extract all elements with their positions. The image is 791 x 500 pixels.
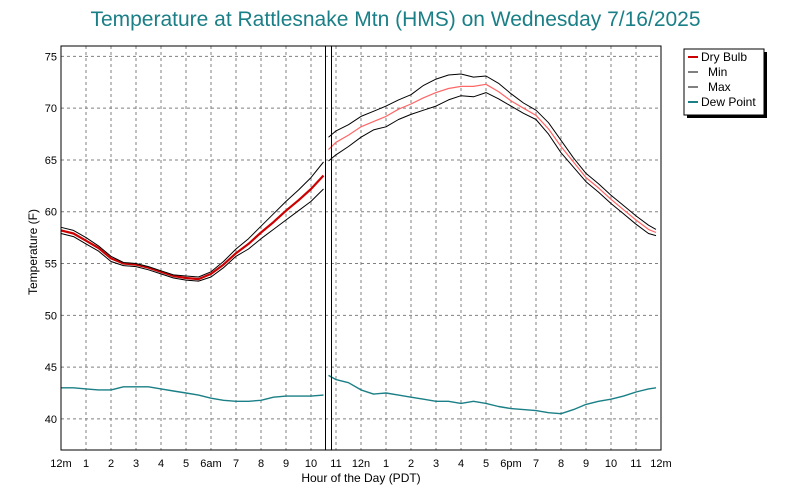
series-line-dry-bulb [328, 83, 657, 234]
x-tick-label: 6am [200, 458, 221, 470]
x-tick-label: 11 [630, 458, 641, 470]
series-lines [60, 73, 657, 415]
chart-title: Temperature at Rattlesnake Mtn (HMS) on … [90, 8, 701, 31]
x-tick-label: 1 [83, 458, 89, 470]
series-line-max [328, 73, 657, 230]
x-tick-label: 7 [533, 458, 539, 470]
x-tick-label: 4 [458, 458, 464, 470]
y-tick-label: 40 [45, 414, 57, 426]
x-tick-label: 11 [330, 458, 341, 470]
x-tick-label: 3 [133, 458, 139, 470]
x-tick-label: 10 [305, 458, 317, 470]
y-tick-label: 50 [45, 310, 57, 322]
x-tick-label: 6pm [500, 458, 521, 470]
grid [61, 46, 661, 450]
legend-label: Max [708, 80, 731, 94]
plot-frame [60, 45, 662, 451]
series-line-dry-bulb [60, 174, 325, 281]
x-tick-label: 12n [352, 458, 370, 470]
x-tick-label: 8 [558, 458, 564, 470]
y-tick-label: 60 [45, 207, 57, 219]
x-tick-label: 4 [158, 458, 164, 470]
legend-label: Dew Point [701, 95, 756, 109]
x-tick-label: 5 [483, 458, 489, 470]
legend-box [683, 48, 765, 116]
x-tick-label: 12m [650, 458, 671, 470]
x-tick-label: 2 [108, 458, 114, 470]
legend-label: Dry Bulb [701, 50, 747, 64]
series-line-max [60, 161, 324, 278]
y-tick-label: 55 [45, 259, 57, 271]
x-axis-title: Hour of the Day (PDT) [301, 471, 420, 485]
y-tick-label: 70 [45, 103, 57, 115]
x-tick-label: 12m [50, 458, 71, 470]
x-tick-label: 10 [605, 458, 617, 470]
series-line-dew-point [328, 374, 657, 415]
y-tick-label: 45 [45, 362, 57, 374]
y-tick-label: 65 [45, 155, 57, 167]
x-tick-label: 3 [433, 458, 439, 470]
x-tick-label: 8 [258, 458, 264, 470]
x-tick-label: 2 [408, 458, 414, 470]
x-tick-label: 7 [233, 458, 239, 470]
series-line-dew-point [61, 386, 324, 402]
legend-label: Min [708, 65, 727, 79]
series-line-min [328, 92, 657, 237]
x-tick-label: 1 [383, 458, 389, 470]
series-line-min [60, 188, 324, 282]
y-tick-label: 75 [45, 51, 57, 63]
x-tick-label: 9 [583, 458, 589, 470]
x-tick-label: 5 [183, 458, 189, 470]
x-tick-label: 9 [283, 458, 289, 470]
y-axis-title: Temperature (F) [26, 209, 40, 295]
